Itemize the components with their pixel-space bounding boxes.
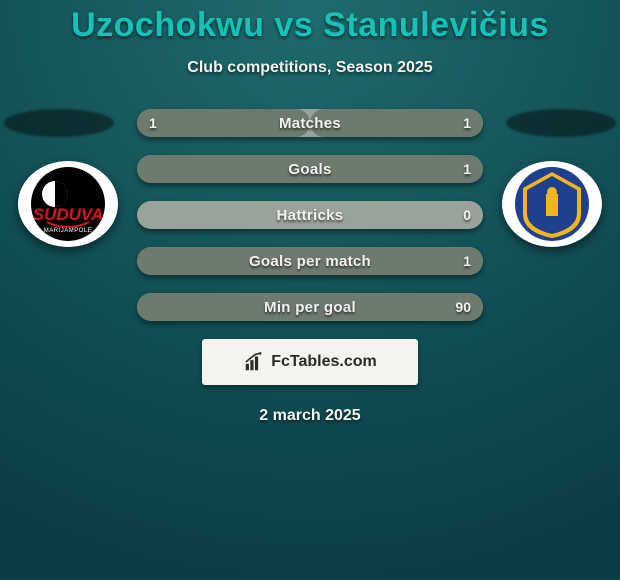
- team-crest-left: SUDUVA MARIJAMPOLĖ: [18, 161, 118, 247]
- subtitle: Club competitions, Season 2025: [0, 59, 620, 77]
- stat-row: 11Matches: [137, 109, 483, 137]
- suduva-logo-icon: SUDUVA MARIJAMPOLĖ: [25, 166, 111, 242]
- trakai-logo-icon: [509, 166, 595, 242]
- shadow-left: [4, 109, 114, 137]
- stat-label: Goals: [137, 155, 483, 183]
- stats-list: 11Matches 1Goals 0Hattricks 1Goals per matc…: [137, 109, 483, 321]
- brand-text: FcTables.com: [271, 353, 377, 371]
- svg-text:SUDUVA: SUDUVA: [33, 205, 104, 224]
- stat-label: Goals per match: [137, 247, 483, 275]
- svg-text:MARIJAMPOLĖ: MARIJAMPOLĖ: [44, 227, 93, 234]
- footer-date: 2 march 2025: [0, 407, 620, 425]
- team-crest-right: [502, 161, 602, 247]
- stat-label: Matches: [137, 109, 483, 137]
- stat-row: 1Goals: [137, 155, 483, 183]
- stat-row: 0Hattricks: [137, 201, 483, 229]
- stat-row: 1Goals per match: [137, 247, 483, 275]
- shadow-right: [506, 109, 616, 137]
- brand-box[interactable]: FcTables.com: [202, 339, 418, 385]
- page-title: Uzochokwu vs Stanulevičius: [0, 0, 620, 45]
- stat-label: Min per goal: [137, 293, 483, 321]
- bars-icon: [243, 351, 265, 373]
- stat-row: 90Min per goal: [137, 293, 483, 321]
- comparison-arena: SUDUVA MARIJAMPOLĖ 11Matches 1Goals 0Hattr…: [0, 109, 620, 321]
- stat-label: Hattricks: [137, 201, 483, 229]
